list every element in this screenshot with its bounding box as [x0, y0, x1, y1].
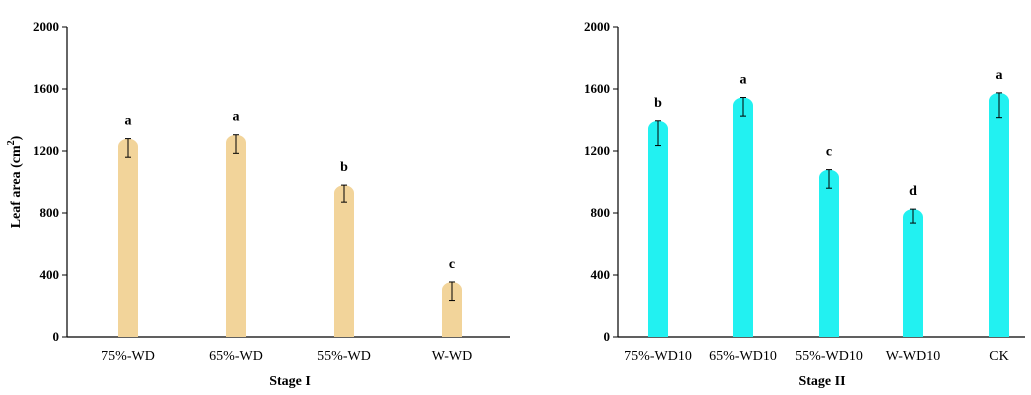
y-axis-title-superscript: 2: [6, 140, 17, 145]
significance-label: b: [654, 96, 662, 111]
x-axis-title: Stage I: [269, 374, 311, 389]
y-tick-label: 1200: [33, 143, 59, 158]
y-tick-label: 0: [604, 329, 611, 344]
significance-label: a: [996, 68, 1003, 83]
chart-panel-1: 0 400 800 1200 1600 2000 a 75%-WD a 65%-WD b 55%-WD…: [6, 19, 510, 389]
bar: [334, 185, 354, 337]
bar-base: [226, 329, 246, 337]
y-tick-label: 800: [40, 205, 60, 220]
bar-base: [903, 329, 923, 337]
x-axis-title: Stage II: [798, 374, 845, 389]
x-tick-label: 75%-WD10: [624, 349, 692, 364]
y-tick-label: 1600: [33, 81, 59, 96]
bar-base: [819, 329, 839, 337]
y-tick-label: 800: [591, 205, 611, 220]
y-tick-label: 400: [591, 267, 611, 282]
x-tick-label: 65%-WD10: [709, 349, 777, 364]
y-axis-title-end: ): [9, 135, 24, 140]
x-tick-label: 55%-WD: [317, 349, 371, 364]
bar-base: [989, 329, 1009, 337]
y-tick-label: 0: [53, 329, 60, 344]
x-tick-label: CK: [989, 349, 1008, 364]
significance-label: c: [449, 257, 455, 272]
x-tick-label: W-WD10: [886, 349, 940, 364]
bar-base: [118, 329, 138, 337]
significance-label: d: [909, 184, 917, 199]
x-tick-label: W-WD: [432, 349, 472, 364]
y-axis-title: Leaf area (cm2): [6, 135, 24, 228]
significance-label: a: [125, 114, 132, 129]
y-tick-label: 2000: [33, 19, 59, 34]
bar-base: [442, 329, 462, 337]
x-tick-label: 75%-WD: [101, 349, 155, 364]
significance-label: b: [340, 160, 348, 175]
significance-label: a: [740, 73, 747, 88]
y-axis-title-main: Leaf area (cm: [9, 145, 24, 228]
significance-label: a: [233, 110, 240, 125]
x-tick-label: 55%-WD10: [795, 349, 863, 364]
y-tick-label: 400: [40, 267, 60, 282]
bar-base: [334, 329, 354, 337]
significance-label: c: [826, 145, 832, 160]
bar: [118, 138, 138, 337]
bar: [226, 134, 246, 337]
y-tick-label: 2000: [584, 19, 610, 34]
chart-panel-2: 0 400 800 1200 1600 2000 b 75%-WD10 a 65%-WD10 c 55…: [584, 19, 1025, 389]
x-tick-label: 65%-WD: [209, 349, 263, 364]
bar: [989, 92, 1009, 337]
bar: [903, 209, 923, 337]
bar: [819, 169, 839, 337]
bar-base: [733, 329, 753, 337]
y-tick-label: 1600: [584, 81, 610, 96]
y-tick-label: 1200: [584, 143, 610, 158]
bar: [648, 120, 668, 338]
bar: [733, 97, 753, 338]
bar-base: [648, 329, 668, 337]
bar: [442, 281, 462, 337]
